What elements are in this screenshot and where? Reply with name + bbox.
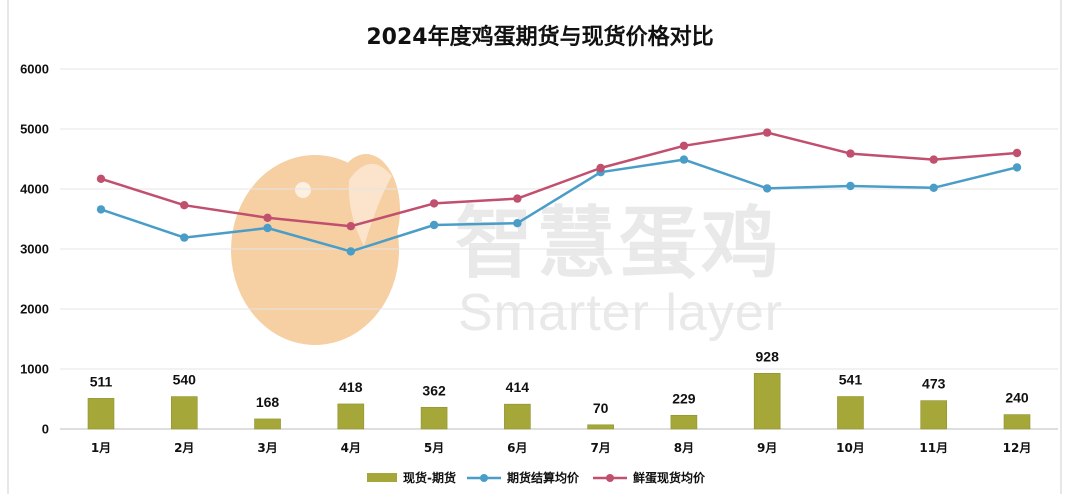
bar bbox=[753, 373, 781, 430]
y-tick-label: 0 bbox=[42, 422, 49, 437]
y-tick-label: 2000 bbox=[20, 302, 49, 317]
bar-data-labels: 511 540 168 418 362 414 70 229 928 541 473 240 bbox=[90, 348, 1029, 415]
x-tick-label: 1月 bbox=[91, 441, 111, 455]
x-tick-label: 11月 bbox=[919, 441, 948, 455]
line-point bbox=[762, 184, 772, 193]
legend-marker-spot bbox=[606, 474, 614, 482]
bar bbox=[337, 403, 365, 430]
x-tick-label: 6月 bbox=[507, 441, 527, 455]
bar-data-label: 418 bbox=[339, 379, 363, 395]
line-point bbox=[596, 163, 605, 173]
watermark: 智慧蛋鸡 Smarter layer bbox=[231, 154, 783, 345]
line-point bbox=[929, 155, 938, 164]
y-tick-label: 4000 bbox=[20, 182, 49, 197]
series-line bbox=[100, 158, 1018, 253]
watermark-text-en: Smarter layer bbox=[458, 284, 783, 342]
y-tick-label: 5000 bbox=[20, 122, 49, 137]
x-tick-label: 10月 bbox=[836, 441, 865, 455]
bar bbox=[504, 403, 531, 430]
line-point bbox=[346, 222, 356, 231]
chart-title: 2024年度鸡蛋期货与现货价格对比 bbox=[366, 24, 713, 50]
bar bbox=[1003, 414, 1031, 430]
bar-data-label: 540 bbox=[173, 372, 197, 388]
legend-label-bar: 现货-期货 bbox=[403, 470, 456, 485]
bar-data-label: 362 bbox=[422, 382, 446, 398]
line-point bbox=[1012, 148, 1022, 158]
line-point bbox=[180, 233, 189, 242]
line-point bbox=[263, 213, 272, 222]
bar bbox=[587, 424, 614, 430]
watermark-text-cn: 智慧蛋鸡 bbox=[455, 199, 783, 289]
grid-layer bbox=[60, 68, 1058, 430]
line-point bbox=[346, 247, 356, 256]
x-tick-label: 7月 bbox=[590, 441, 610, 455]
legend-swatch-bar bbox=[367, 473, 397, 482]
x-tick-label: 2月 bbox=[174, 441, 194, 455]
line-point bbox=[429, 220, 439, 230]
line-point bbox=[180, 201, 189, 210]
bar bbox=[170, 396, 198, 430]
bar-data-label: 511 bbox=[90, 373, 113, 389]
line-point bbox=[679, 155, 689, 164]
bar-data-label: 229 bbox=[672, 390, 696, 406]
bar-data-label: 541 bbox=[839, 372, 863, 388]
bar bbox=[837, 396, 864, 430]
line-point bbox=[846, 181, 855, 191]
x-tick-label: 5月 bbox=[424, 441, 444, 455]
watermark-logo-eye bbox=[295, 182, 311, 198]
legend: 现货-期货 期货结算均价 鲜蛋现货均价 bbox=[367, 470, 706, 485]
watermark-logo-swirl bbox=[348, 163, 392, 246]
y-tick-label: 6000 bbox=[20, 62, 49, 77]
x-tick-label: 12月 bbox=[1003, 441, 1032, 455]
line-point bbox=[679, 141, 689, 150]
bar-data-label: 414 bbox=[506, 379, 530, 395]
line-point bbox=[846, 149, 855, 158]
line-point bbox=[513, 194, 522, 203]
line-point bbox=[1012, 163, 1022, 172]
y-axis-ticks: 0 1000 2000 3000 4000 5000 6000 bbox=[20, 62, 49, 437]
bar bbox=[920, 400, 948, 430]
x-tick-label: 4月 bbox=[341, 441, 361, 455]
line-series bbox=[96, 128, 1022, 256]
line-point bbox=[762, 128, 772, 137]
line-point bbox=[263, 223, 272, 233]
line-point bbox=[513, 219, 522, 228]
line-point bbox=[429, 199, 439, 208]
bar-data-label: 70 bbox=[593, 400, 609, 416]
x-tick-label: 3月 bbox=[257, 441, 277, 455]
bar-data-label: 168 bbox=[256, 394, 280, 410]
bar bbox=[420, 406, 448, 430]
line-point bbox=[929, 183, 938, 192]
y-tick-label: 1000 bbox=[20, 362, 49, 377]
bar bbox=[670, 414, 698, 430]
bar-data-label: 928 bbox=[756, 348, 780, 364]
x-tick-label: 9月 bbox=[757, 441, 777, 455]
bar bbox=[254, 418, 281, 430]
series-line bbox=[100, 131, 1018, 228]
legend-label-spot: 鲜蛋现货均价 bbox=[633, 470, 706, 485]
bar bbox=[87, 398, 115, 430]
line-point bbox=[96, 205, 106, 214]
y-tick-label: 3000 bbox=[20, 242, 49, 257]
legend-marker-futures bbox=[480, 474, 488, 482]
legend-label-futures: 期货结算均价 bbox=[507, 470, 580, 485]
bar-series bbox=[87, 373, 1031, 430]
x-axis-ticks: 1月 2月 3月 4月 5月 6月 7月 8月 9月 10月 11月 12月 bbox=[91, 441, 1032, 455]
bar-data-label: 473 bbox=[922, 376, 946, 392]
bar-data-label: 240 bbox=[1005, 390, 1029, 406]
x-tick-label: 8月 bbox=[674, 441, 694, 455]
line-point bbox=[96, 174, 106, 183]
